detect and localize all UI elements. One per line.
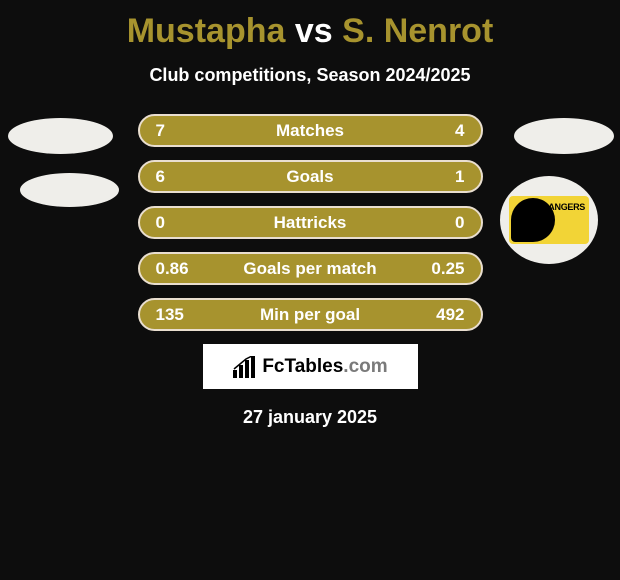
stat-row: 6 Goals 1 — [138, 160, 483, 193]
left-badge-1 — [8, 118, 113, 154]
title-vs: vs — [295, 12, 333, 50]
stat-left: 7 — [156, 121, 211, 141]
stat-label: Hattricks — [211, 213, 410, 233]
stat-right: 1 — [410, 167, 465, 187]
crest-label: RANGERS — [542, 202, 585, 212]
brand-box: FcTables.com — [203, 344, 418, 389]
stat-row: 135 Min per goal 492 — [138, 298, 483, 331]
stat-right: 4 — [410, 121, 465, 141]
stat-right: 0.25 — [410, 259, 465, 279]
brand-name: FcTables — [262, 356, 343, 377]
stat-label: Goals — [211, 167, 410, 187]
stat-left: 0 — [156, 213, 211, 233]
stat-right: 492 — [410, 305, 465, 325]
page-title: Mustapha vs S. Nenrot — [0, 0, 620, 51]
right-badge-1 — [514, 118, 614, 154]
brand-suffix: .com — [343, 356, 387, 377]
team-crest: RANGERS — [509, 196, 589, 244]
subtitle: Club competitions, Season 2024/2025 — [0, 65, 620, 86]
stat-row: 0.86 Goals per match 0.25 — [138, 252, 483, 285]
left-badge-2 — [20, 173, 119, 207]
stat-label: Min per goal — [211, 305, 410, 325]
brand-text: FcTables.com — [262, 356, 387, 378]
bars-icon — [232, 356, 258, 378]
stat-row: 0 Hattricks 0 — [138, 206, 483, 239]
stat-left: 0.86 — [156, 259, 211, 279]
stat-label: Goals per match — [211, 259, 410, 279]
stat-right: 0 — [410, 213, 465, 233]
right-badge-2: RANGERS — [500, 176, 598, 264]
stat-row: 7 Matches 4 — [138, 114, 483, 147]
stats-container: 7 Matches 4 6 Goals 1 0 Hattricks 0 0.86… — [138, 114, 483, 331]
title-player-right: S. Nenrot — [342, 12, 493, 50]
date-line: 27 january 2025 — [0, 407, 620, 428]
title-player-left: Mustapha — [127, 12, 286, 50]
stat-left: 135 — [156, 305, 211, 325]
stat-label: Matches — [211, 121, 410, 141]
stat-left: 6 — [156, 167, 211, 187]
